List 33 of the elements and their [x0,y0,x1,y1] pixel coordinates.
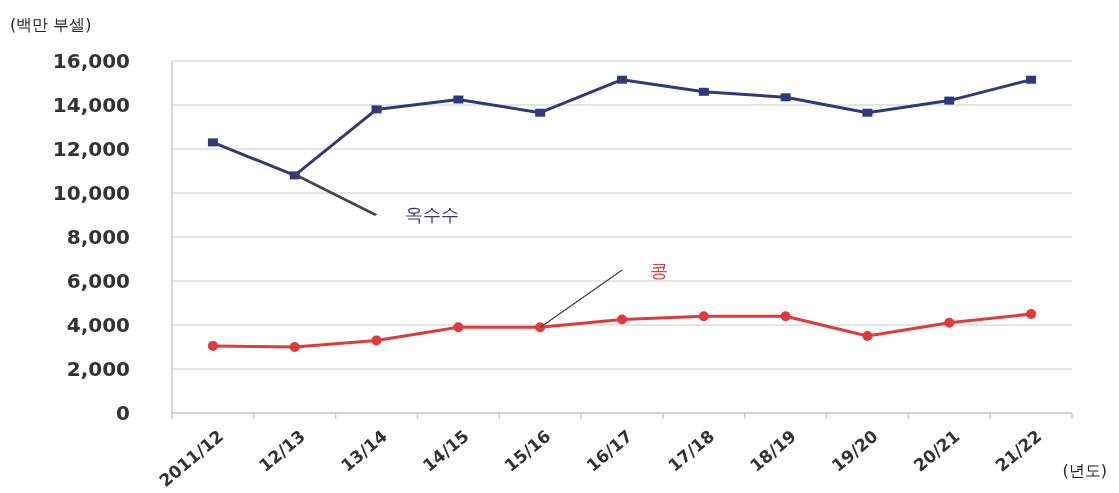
point [453,322,464,333]
point [944,96,955,105]
point [862,108,873,117]
y-tick-label: 4,000 [66,313,130,337]
y-tick-label: 10,000 [52,181,130,205]
point [207,340,218,351]
y-axis-title: (백만 부셀) [10,15,92,34]
point [289,342,300,352]
y-tick-label: 16,000 [52,49,130,73]
point [453,95,464,104]
y-tick-label: 14,000 [52,93,130,117]
point [617,314,627,325]
y-tick-label: 12,000 [52,137,130,161]
text: 옥수수 [404,204,459,226]
y-tick-label: 0 [116,401,130,425]
point [862,331,873,341]
point [617,75,627,84]
y-tick-label: 6,000 [66,269,130,293]
y-tick-label: 2,000 [66,357,130,381]
point [535,108,546,117]
x-axis-title: (년도) [1062,461,1107,480]
y-tick-label: 8,000 [66,225,130,249]
point [780,93,791,102]
text: 콩 [650,260,669,282]
point [698,87,709,96]
point [371,335,382,346]
point [780,311,791,322]
point [698,311,709,322]
point [1026,75,1037,84]
point [371,105,382,114]
point [207,138,218,147]
point [944,317,955,328]
point [1026,309,1037,319]
